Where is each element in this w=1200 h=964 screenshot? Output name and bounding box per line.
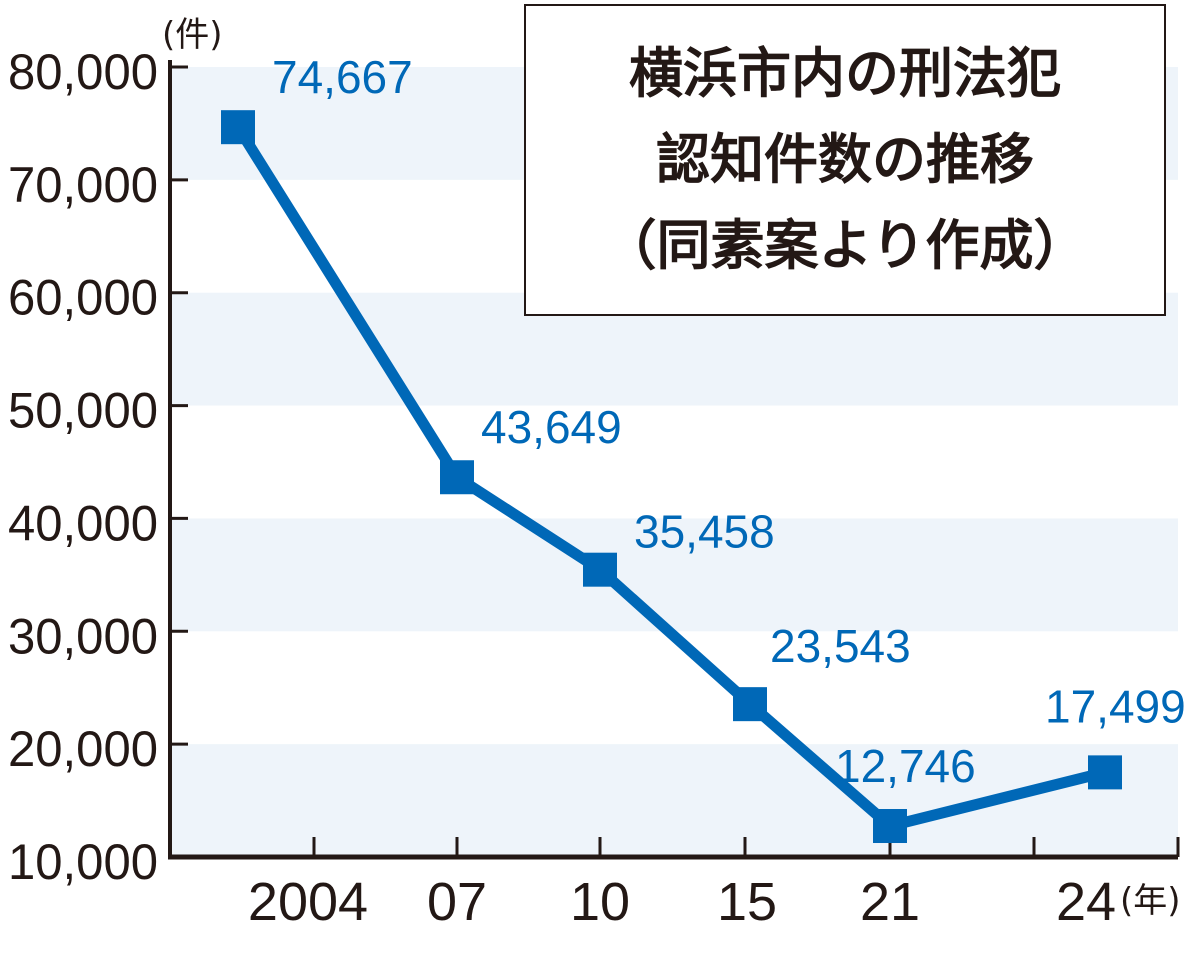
title-line-1: 横浜市内の刑法犯	[629, 42, 1061, 105]
data-label: 17,499	[1045, 680, 1186, 732]
y-tick-label: 50,000	[8, 383, 158, 439]
x-tick-label: 2004	[248, 872, 368, 932]
data-label: 74,667	[272, 51, 413, 103]
data-point	[733, 687, 767, 722]
chart-title: 横浜市内の刑法犯 認知件数の推移 （同素案より作成）	[524, 4, 1166, 316]
y-axis-unit: (件)	[162, 15, 223, 55]
title-line-2: 認知件数の推移	[656, 128, 1034, 191]
x-tick-label: 24	[1056, 872, 1116, 932]
data-label: 23,543	[770, 620, 911, 672]
series-line	[233, 124, 1107, 832]
x-tick-label: 07	[427, 872, 487, 932]
x-tick-label: 15	[717, 872, 777, 932]
data-point	[583, 552, 617, 587]
data-point	[221, 110, 255, 145]
data-point	[873, 809, 907, 844]
y-tick-label: 30,000	[8, 608, 158, 664]
y-tick-label: 20,000	[8, 721, 158, 777]
y-tick-label: 10,000	[8, 834, 158, 890]
y-tick-label: 80,000	[8, 44, 158, 100]
data-label: 35,458	[634, 506, 775, 558]
data-point	[1088, 755, 1122, 790]
x-tick-label: 21	[860, 872, 920, 932]
y-tick-label: 70,000	[8, 157, 158, 213]
x-axis-unit: (年)	[1120, 881, 1181, 921]
grid-band	[170, 744, 1178, 857]
data-label: 12,746	[835, 740, 976, 792]
title-line-3: （同素案より作成）	[602, 214, 1088, 277]
y-tick-label: 60,000	[8, 270, 158, 326]
y-tick-label: 40,000	[8, 495, 158, 551]
x-tick-label: 10	[570, 872, 630, 932]
data-label: 43,649	[481, 401, 622, 453]
grid-band	[170, 518, 1178, 632]
data-point	[440, 460, 474, 495]
